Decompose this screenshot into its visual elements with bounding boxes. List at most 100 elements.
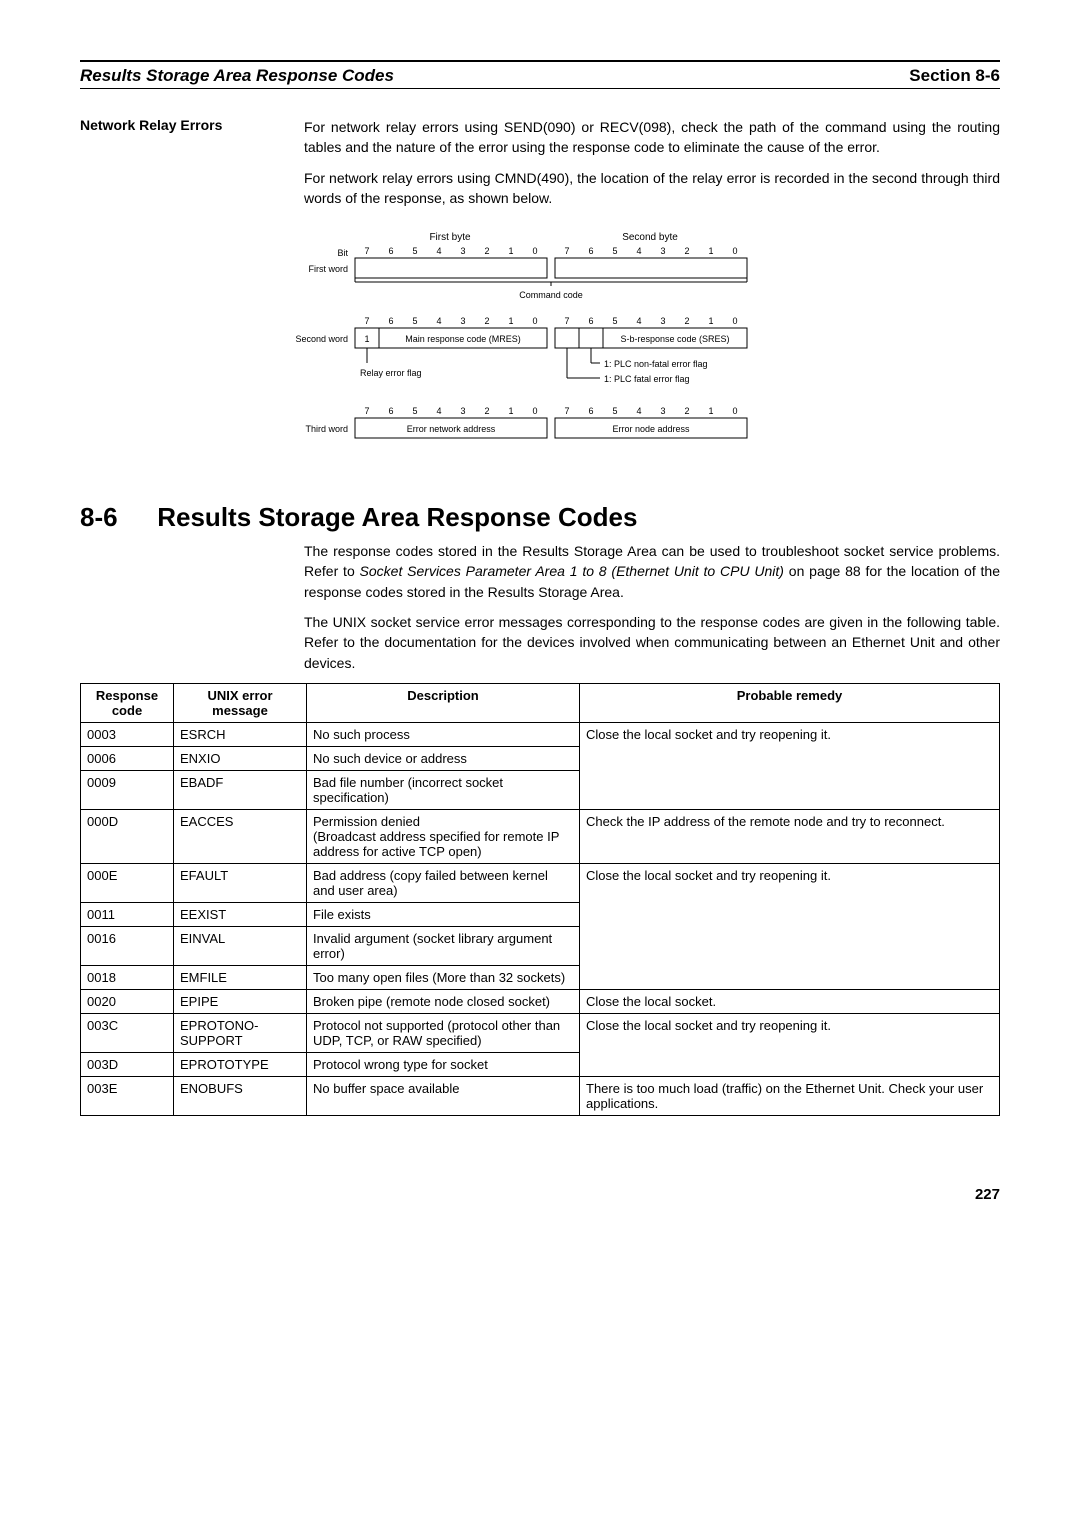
svg-text:5: 5 (412, 246, 417, 256)
table-row: 0020EPIPEBroken pipe (remote node closed… (81, 989, 1000, 1013)
section-para2: The UNIX socket service error messages c… (304, 612, 1000, 673)
cell-desc: No such process (307, 722, 580, 746)
svg-text:3: 3 (460, 406, 465, 416)
cell-unix: EPROTONO-SUPPORT (174, 1013, 307, 1052)
label-third-word: Third word (305, 424, 348, 434)
relay-body: For network relay errors using SEND(090)… (304, 117, 1000, 218)
th-desc: Description (307, 683, 580, 722)
svg-text:1: 1 (508, 406, 513, 416)
cell-desc: Bad address (copy failed between kernel … (307, 863, 580, 902)
cell-code: 0009 (81, 770, 174, 809)
svg-text:4: 4 (436, 316, 441, 326)
cell-desc: No buffer space available (307, 1076, 580, 1115)
cell-unix: ENXIO (174, 746, 307, 770)
mres-bit: 1 (364, 334, 369, 344)
section-para1: The response codes stored in the Results… (304, 541, 1000, 602)
label-relay-flag: Relay error flag (360, 368, 422, 378)
svg-text:7: 7 (564, 246, 569, 256)
cell-code: 0003 (81, 722, 174, 746)
side-label-relay: Network Relay Errors (80, 117, 280, 218)
cell-unix: EPROTOTYPE (174, 1052, 307, 1076)
svg-text:6: 6 (388, 246, 393, 256)
cell-desc: Protocol not supported (protocol other t… (307, 1013, 580, 1052)
cell-unix: EFAULT (174, 863, 307, 902)
svg-text:0: 0 (732, 246, 737, 256)
cell-remedy: Close the local socket. (580, 989, 1000, 1013)
svg-text:1: 1 (708, 406, 713, 416)
cell-code: 003C (81, 1013, 174, 1052)
relay-block: Network Relay Errors For network relay e… (80, 117, 1000, 218)
relay-diagram: First byte Second byte 7654321076543210 … (280, 228, 800, 478)
label-err-net: Error network address (407, 424, 496, 434)
svg-text:4: 4 (436, 246, 441, 256)
cell-desc: Protocol wrong type for socket (307, 1052, 580, 1076)
table-row: 000DEACCESPermission denied (Broadcast a… (81, 809, 1000, 863)
svg-text:3: 3 (660, 316, 665, 326)
cell-remedy: Close the local socket and try reopening… (580, 1013, 1000, 1076)
svg-text:3: 3 (460, 246, 465, 256)
label-sres: S-b-response code (SRES) (620, 334, 729, 344)
table-row: 000EEFAULTBad address (copy failed betwe… (81, 863, 1000, 902)
cell-code: 0011 (81, 902, 174, 926)
label-second-word: Second word (295, 334, 348, 344)
svg-text:6: 6 (388, 406, 393, 416)
section-body: The response codes stored in the Results… (304, 541, 1000, 673)
label-plc-nonfatal: 1: PLC non-fatal error flag (604, 359, 708, 369)
cell-desc: File exists (307, 902, 580, 926)
svg-text:3: 3 (660, 246, 665, 256)
cell-unix: ESRCH (174, 722, 307, 746)
label-bit: Bit (337, 248, 348, 258)
cell-desc: Too many open files (More than 32 socket… (307, 965, 580, 989)
label-plc-fatal: 1: PLC fatal error flag (604, 374, 690, 384)
svg-text:1: 1 (708, 246, 713, 256)
cell-code: 0020 (81, 989, 174, 1013)
label-first-byte: First byte (429, 232, 471, 243)
svg-text:0: 0 (532, 316, 537, 326)
cell-remedy: Check the IP address of the remote node … (580, 809, 1000, 863)
svg-text:7: 7 (364, 406, 369, 416)
svg-text:3: 3 (660, 406, 665, 416)
cell-unix: EPIPE (174, 989, 307, 1013)
section-number: 8-6 (80, 502, 150, 533)
cell-unix: EACCES (174, 809, 307, 863)
relay-para1: For network relay errors using SEND(090)… (304, 117, 1000, 158)
cell-unix: EEXIST (174, 902, 307, 926)
table-row: 0003ESRCHNo such processClose the local … (81, 722, 1000, 746)
cell-desc: Invalid argument (socket library argumen… (307, 926, 580, 965)
svg-text:1: 1 (508, 246, 513, 256)
svg-text:0: 0 (732, 316, 737, 326)
svg-text:0: 0 (732, 406, 737, 416)
svg-text:0: 0 (532, 406, 537, 416)
section-title: Results Storage Area Response Codes (157, 502, 637, 532)
svg-text:6: 6 (588, 246, 593, 256)
cell-unix: EBADF (174, 770, 307, 809)
cell-code: 003D (81, 1052, 174, 1076)
svg-text:6: 6 (388, 316, 393, 326)
svg-text:6: 6 (588, 316, 593, 326)
table-row: 003CEPROTONO-SUPPORTProtocol not support… (81, 1013, 1000, 1052)
svg-text:7: 7 (364, 246, 369, 256)
label-command-code: Command code (519, 290, 583, 300)
cell-remedy: Close the local socket and try reopening… (580, 863, 1000, 989)
response-code-table: Response code UNIX error message Descrip… (80, 683, 1000, 1116)
label-first-word: First word (308, 264, 348, 274)
top-rule (80, 60, 1000, 62)
cell-code: 0016 (81, 926, 174, 965)
diagram-wrap: First byte Second byte 7654321076543210 … (80, 228, 1000, 478)
svg-text:4: 4 (636, 406, 641, 416)
svg-text:1: 1 (708, 316, 713, 326)
svg-text:2: 2 (484, 316, 489, 326)
svg-text:7: 7 (564, 316, 569, 326)
table-body: 0003ESRCHNo such process Close the local … (81, 722, 1000, 1115)
svg-text:5: 5 (612, 246, 617, 256)
cell-code: 0018 (81, 965, 174, 989)
cell-code: 000E (81, 863, 174, 902)
svg-text:3: 3 (460, 316, 465, 326)
svg-text:2: 2 (684, 246, 689, 256)
cell-code: 0006 (81, 746, 174, 770)
cell-unix: EMFILE (174, 965, 307, 989)
th-remedy: Probable remedy (580, 683, 1000, 722)
svg-text:2: 2 (484, 246, 489, 256)
cell-desc: Permission denied (Broadcast address spe… (307, 809, 580, 863)
cell-desc: Broken pipe (remote node closed socket) (307, 989, 580, 1013)
